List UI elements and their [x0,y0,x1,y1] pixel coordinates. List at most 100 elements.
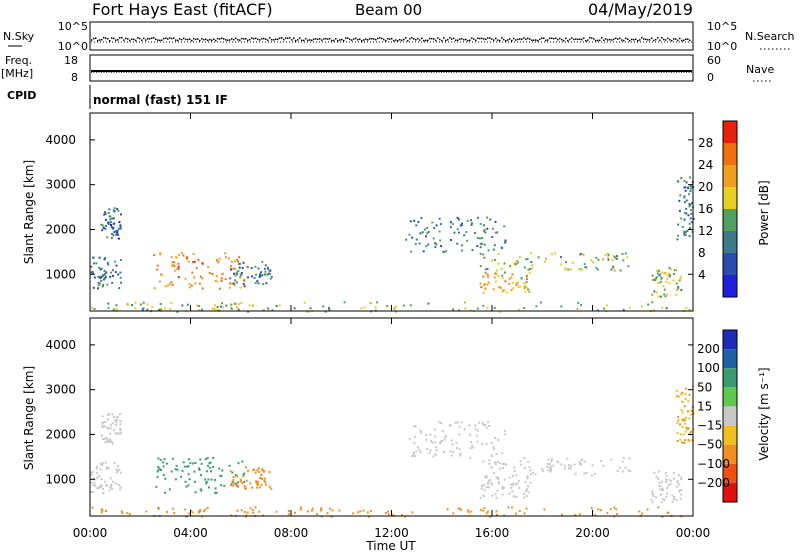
data-cell [456,242,459,245]
sky-noise-point [529,38,531,40]
data-cell [681,441,684,444]
data-cell [673,496,676,499]
data-cell [228,286,231,289]
data-cell [387,513,390,516]
data-cell [479,237,482,240]
data-cell [165,462,168,465]
data-cell [158,467,161,470]
sky-noise-point [563,39,565,42]
data-cell [200,462,203,465]
data-cell [230,260,233,263]
data-cell [209,461,212,464]
colorbar-tick-label: 20 [698,180,713,194]
data-cell [458,309,460,312]
sky-noise-point [93,37,95,40]
sky-noise-point [485,38,487,41]
data-cell [183,465,186,468]
data-cell [91,471,94,474]
data-cell [106,440,109,443]
data-cell [560,463,563,466]
sky-noise-point [195,38,197,41]
data-cell [237,270,240,272]
data-cell [109,440,112,443]
data-cell [439,239,442,242]
data-cell [514,483,517,486]
data-cell [615,512,618,515]
data-cell [680,289,683,291]
data-cell [434,441,437,444]
data-cell [268,471,271,473]
data-cell [408,437,411,440]
data-cell [523,266,526,269]
data-cell [688,393,691,396]
sky-noise-point [601,37,603,39]
data-cell [495,476,498,479]
data-cell [199,275,202,278]
sky-noise-point [435,39,437,42]
data-cell [211,273,214,275]
data-cell [467,511,470,513]
data-cell [170,281,173,284]
data-cell [493,258,496,261]
data-cell [227,257,230,260]
data-cell [422,250,425,253]
data-cell [677,418,680,421]
sky-noise-point [567,39,569,42]
sky-noise-point [519,38,521,40]
data-cell [523,512,526,515]
data-cell [517,285,520,288]
search-tick-bottom: 10^0 [707,40,737,53]
sky-noise-point [587,39,589,41]
sky-noise-point [109,40,111,42]
data-cell [97,276,100,279]
data-cell [479,265,482,268]
data-cell [678,423,681,426]
sky-noise-point [291,39,293,41]
data-cell [254,471,257,474]
data-cell [104,480,107,483]
data-cell [188,458,190,461]
data-cell [456,421,459,424]
data-cell [592,261,595,264]
sky-noise-point [133,38,135,41]
data-cell [560,263,563,266]
sky-noise-point [149,38,151,40]
data-cell [194,480,196,483]
data-cell [684,398,687,400]
velocity-ylabel: Slant Range [km] [22,366,36,470]
data-cell [490,483,493,486]
data-cell [651,301,654,304]
data-cell [257,282,260,285]
sky-noise-point [535,39,537,41]
data-cell [164,285,167,288]
sky-tick-top: 10^5 [58,20,88,33]
sky-noise-point [497,39,499,41]
data-cell [115,418,118,421]
data-cell [484,476,487,479]
data-cell [554,252,557,255]
data-cell [677,287,680,290]
data-cell [501,277,504,280]
data-cell [110,226,113,229]
data-cell [550,460,553,463]
data-cell [441,430,444,433]
data-cell [621,470,624,473]
data-cell [119,227,122,230]
velocity-colorbar-label: Velocity [m s⁻¹] [757,367,771,460]
sky-noise-point [319,38,321,40]
data-cell [172,264,175,267]
data-cell [685,212,688,215]
data-cell [104,225,107,227]
data-cell [357,511,360,514]
data-cell [535,305,538,308]
data-cell [90,481,93,484]
data-cell [232,484,234,487]
data-cell [100,434,103,437]
data-cell [529,473,532,476]
data-cell [565,261,567,264]
sky-noise-point [643,38,645,40]
power-colorbar-label: Power [dB] [757,180,771,245]
data-cell [496,489,499,492]
data-cell [259,476,261,479]
data-cell [685,181,688,184]
